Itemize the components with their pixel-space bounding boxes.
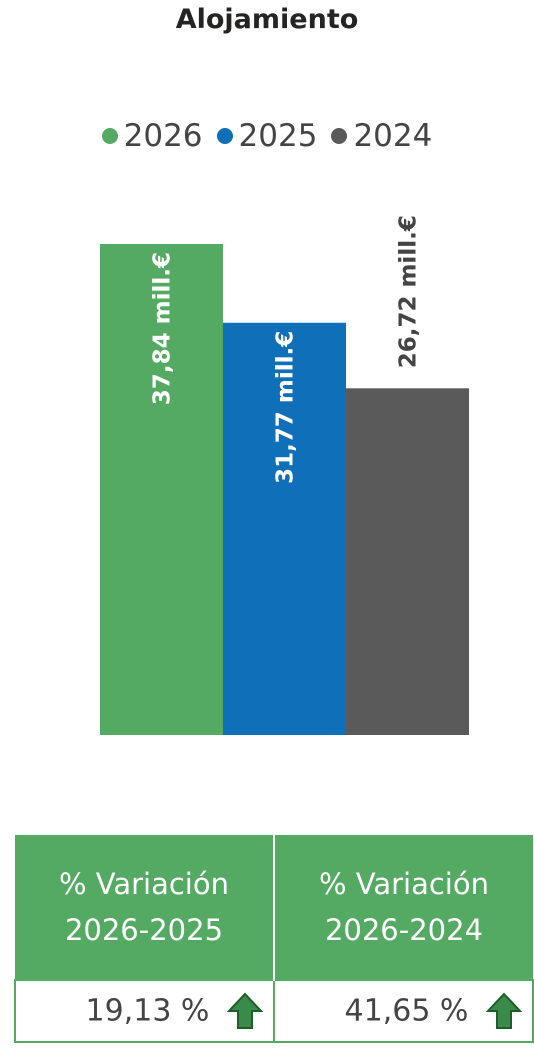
variation-cell-2026-2025: 19,13 % — [14, 979, 275, 1043]
data-label-2024: 26,72 mill.€ — [396, 215, 422, 368]
variation-header-2026-2024: % Variación 2026-2024 — [273, 835, 533, 980]
bar-2025[interactable] — [223, 322, 346, 735]
header-line: % Variación — [58, 867, 229, 901]
legend-label: 2026 — [123, 118, 203, 154]
legend-dot-icon — [331, 128, 348, 144]
header-line: % Variación — [318, 867, 489, 901]
legend-dot-icon — [101, 128, 118, 144]
data-label-2025: 31,77 mill.€ — [273, 331, 299, 484]
legend-item-2024[interactable]: 2024 — [331, 118, 432, 154]
legend-item-2025[interactable]: 2025 — [216, 118, 318, 154]
chart-legend: 2026 2025 2024 — [0, 118, 534, 154]
variation-table: % Variación 2026-2025 % Variación 2026-2… — [14, 835, 534, 1043]
arrow-up-icon — [486, 992, 522, 1029]
header-line: 2026-2025 — [64, 913, 224, 947]
legend-label: 2024 — [353, 118, 433, 154]
arrow-up-icon — [227, 992, 263, 1029]
header-line: 2026-2024 — [324, 913, 484, 947]
bar-2024[interactable] — [346, 388, 469, 735]
legend-dot-icon — [216, 128, 233, 144]
legend-label: 2025 — [238, 118, 318, 154]
bar-chart: 37,84 mill.€ 31,77 mill.€ 26,72 mill.€ — [100, 215, 469, 735]
variation-header-2026-2025: % Variación 2026-2025 — [15, 835, 274, 980]
bar-2026[interactable] — [100, 244, 223, 735]
variation-value: 19,13 % — [85, 993, 210, 1029]
legend-item-2026[interactable]: 2026 — [101, 118, 203, 154]
variation-cell-2026-2024: 41,65 % — [273, 979, 534, 1043]
data-label-2026: 37,84 mill.€ — [150, 252, 176, 405]
chart-title: Alojamiento — [175, 4, 359, 35]
variation-value: 41,65 % — [344, 993, 469, 1029]
